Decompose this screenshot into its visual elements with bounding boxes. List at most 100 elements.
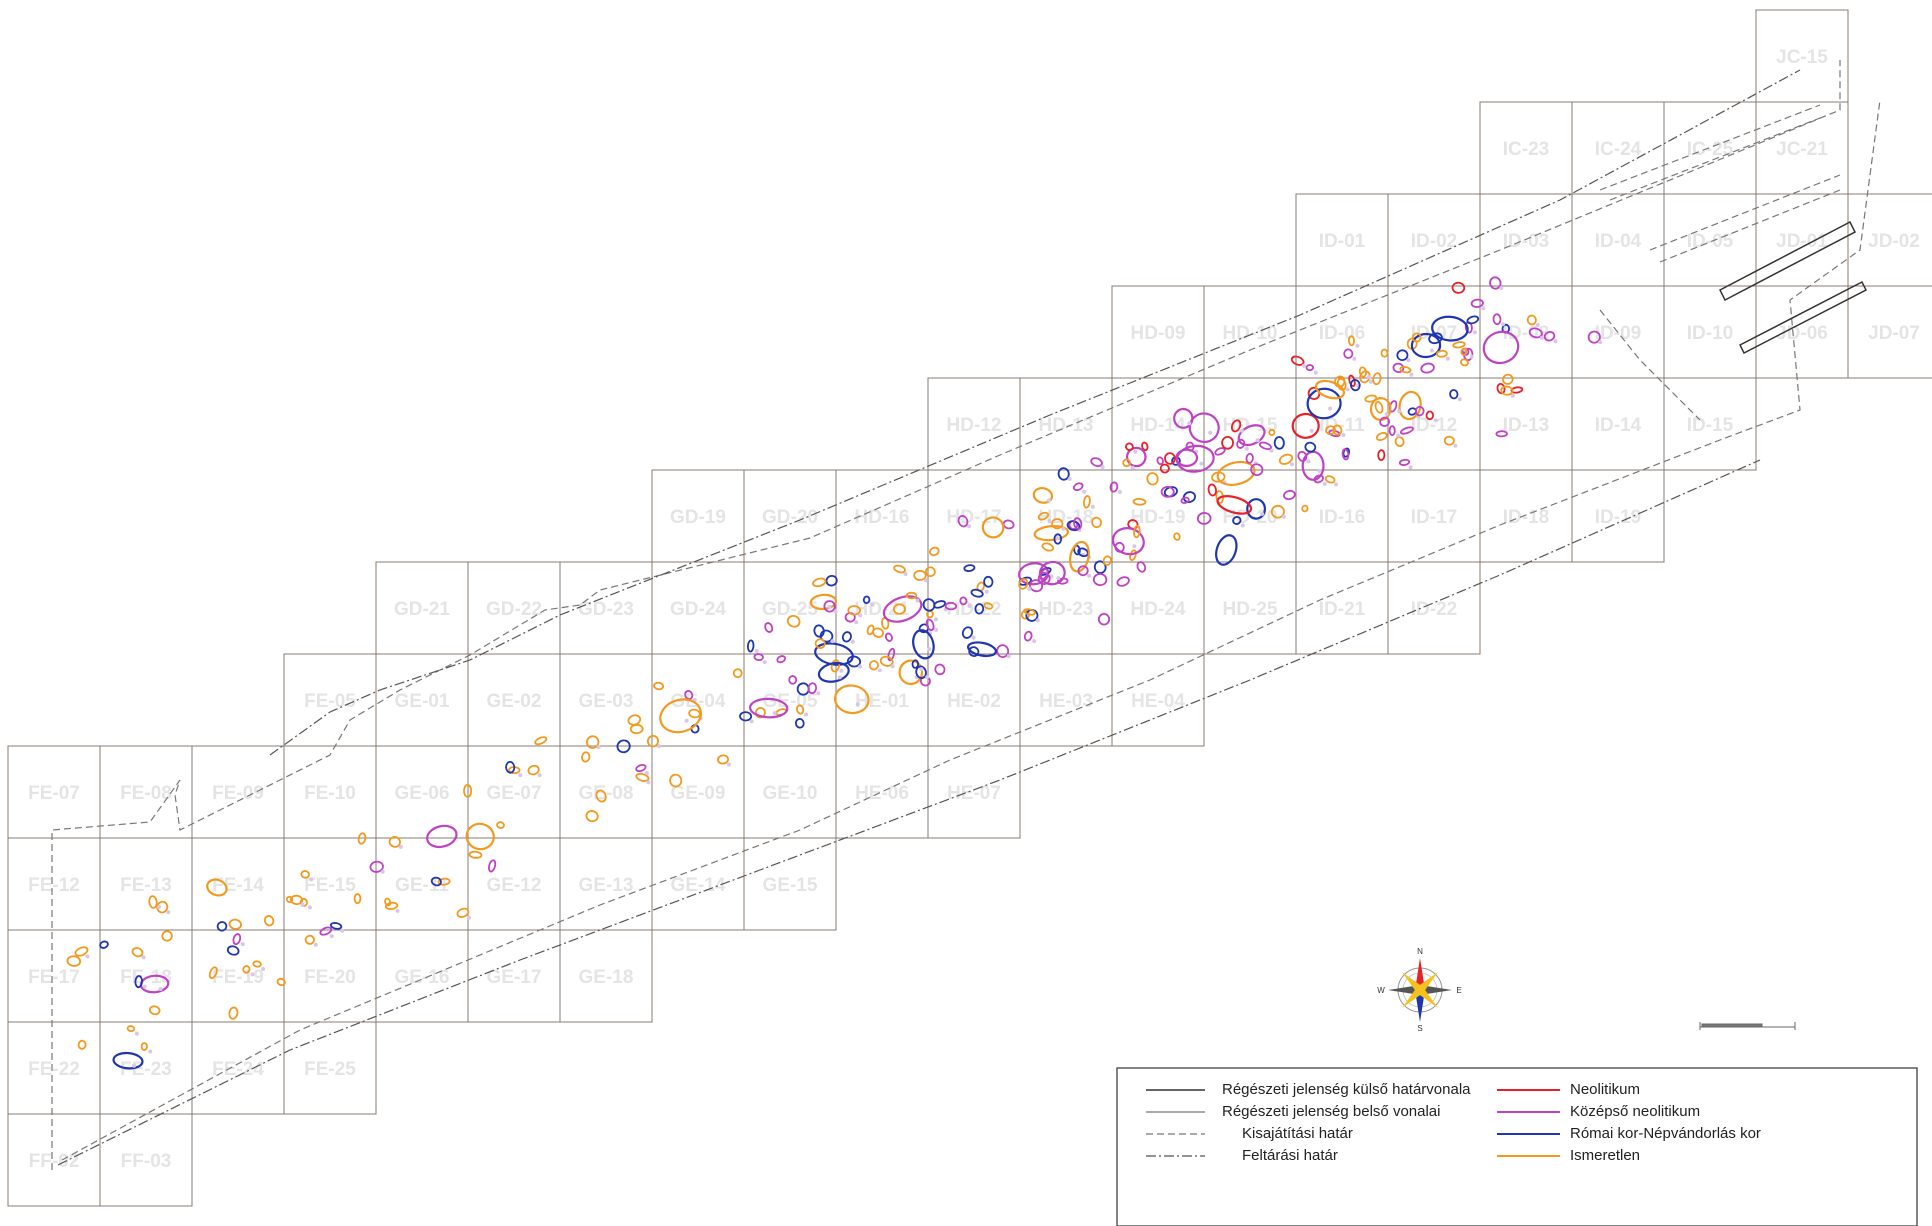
grid-cell: ID-19	[1571, 469, 1665, 563]
feature-fill-dot	[398, 844, 403, 849]
feature-fill-dot	[1281, 514, 1286, 519]
grid-cell-label: GE-10	[763, 783, 818, 804]
grid-cell-label: HD-12	[947, 415, 1002, 436]
feature-outline	[156, 900, 169, 914]
grid-cell-label: HE-06	[855, 783, 909, 804]
feature-fill-dot	[1409, 372, 1414, 377]
grid-cell-label: GD-21	[394, 599, 450, 620]
feature-fill-dot	[309, 877, 314, 882]
feature-fill-dot	[1396, 433, 1401, 438]
grid-cell-label: FE-23	[120, 1059, 172, 1080]
feature-outline	[1214, 447, 1226, 456]
feature-fill-dot	[132, 1063, 136, 1068]
feature-outline	[684, 689, 694, 701]
feature-fill-dot	[1355, 343, 1360, 348]
feature-outline	[1111, 527, 1145, 556]
feature-outline	[285, 895, 294, 903]
feature-outline	[1246, 498, 1267, 520]
grid-cell-label: ID-16	[1319, 507, 1365, 528]
feature-fill-dot	[250, 972, 255, 977]
grid-cell: HE-04	[1111, 653, 1205, 747]
grid-cell-label: FE-24	[212, 1059, 264, 1080]
feature-outline	[1122, 458, 1131, 468]
compass-e: E	[1456, 986, 1461, 995]
feature-outline	[140, 1042, 148, 1051]
feature-fill-dot	[134, 1031, 139, 1036]
grid-cell-label: JD-06	[1776, 323, 1828, 344]
grid-cell: ID-01	[1295, 193, 1389, 287]
feature-fill-dot	[300, 902, 305, 907]
feature-outline	[629, 723, 644, 735]
feature-outline	[206, 878, 228, 897]
grid-cell-label: FF-02	[29, 1151, 80, 1172]
feature-outline	[1347, 335, 1356, 347]
feature-fill-dot	[837, 675, 842, 680]
grid-cell-label: ID-21	[1319, 599, 1366, 620]
feature-fill-dot	[1341, 433, 1346, 438]
feature-fill-dot	[1352, 356, 1357, 361]
grid-cell-label: FE-07	[28, 783, 80, 804]
feature-outline	[669, 773, 683, 788]
feature-outline	[882, 595, 923, 623]
feature-outline	[1258, 441, 1272, 451]
feature-outline	[898, 659, 924, 686]
grid-cell-label: ID-03	[1503, 231, 1549, 252]
feature-fill-dot	[684, 718, 689, 723]
feature-outline	[1093, 560, 1107, 574]
feature-fill-dot	[1132, 544, 1137, 549]
legend-neolithic-label: Neolitikum	[1570, 1081, 1640, 1098]
grid-cell: GE-17	[467, 929, 561, 1023]
feature-fill-dot	[1082, 489, 1087, 494]
feature-outline	[1232, 516, 1242, 525]
feature-outline	[505, 761, 516, 774]
grid-cell-label: HE-02	[947, 691, 1001, 712]
grid-cell: FE-22	[7, 1021, 101, 1115]
feature-outline	[912, 629, 935, 660]
legend-middle-neolithic-label: Középső neolitikum	[1570, 1103, 1700, 1120]
grid-cell: GD-21	[375, 561, 469, 655]
feature-fill-dot	[142, 984, 147, 989]
grid-cell-label: FE-19	[212, 967, 264, 988]
feature-fill-dot	[85, 954, 90, 959]
grid-cell-label: ID-14	[1595, 415, 1642, 436]
feature-outline	[1102, 555, 1112, 566]
grid-cell: HE-02	[927, 653, 1021, 747]
feature-outline	[1343, 348, 1354, 359]
feature-outline	[1305, 364, 1314, 372]
feature-outline	[796, 704, 805, 715]
feature-fill-dot	[754, 649, 759, 653]
feature-outline	[463, 784, 473, 798]
grid-cell-label: GD-24	[670, 599, 726, 620]
feature-outline	[496, 821, 505, 829]
grid-cell: HE-06	[835, 745, 929, 839]
feature-fill-dot	[858, 664, 862, 669]
legend-outer-line-label: Régészeti jelenség külső határvonala	[1222, 1081, 1471, 1098]
grid-cell: HD-12	[927, 377, 1021, 471]
compass-s: S	[1417, 1024, 1422, 1033]
feature-outline	[1146, 472, 1159, 486]
feature-fill-dot	[984, 589, 989, 594]
feature-fill-dot	[261, 967, 266, 971]
feature-outline	[384, 897, 392, 907]
feature-outline	[925, 566, 936, 578]
grid-cell: HD-16	[835, 469, 929, 563]
feature-fill-dot	[762, 660, 767, 665]
grid-cell: ID-17	[1387, 469, 1481, 563]
grid-cell: HE-03	[1019, 653, 1113, 747]
feature-fill-dot	[1313, 370, 1318, 375]
feature-outline	[585, 735, 600, 749]
grid-cell: HD-13	[1019, 377, 1113, 471]
grid-cell-label: ID-13	[1503, 415, 1549, 436]
feature-fill-dot	[1130, 465, 1135, 470]
grid-cell: HD-09	[1111, 285, 1205, 379]
feature-outline	[1207, 483, 1217, 497]
feature-outline	[226, 945, 240, 956]
feature-outline	[1173, 407, 1194, 429]
feature-outline	[933, 600, 947, 609]
feature-outline	[1301, 450, 1325, 481]
grid-cell-label: FE-05	[304, 691, 356, 712]
feature-outline	[228, 918, 242, 930]
feature-fill-dot	[1208, 430, 1213, 435]
feature-outline	[1334, 375, 1346, 388]
grid-layer: JC-15 IC-23 IC-24 IC-25 JC-21 ID-01 ID-02 ID-03…	[7, 9, 1932, 1207]
